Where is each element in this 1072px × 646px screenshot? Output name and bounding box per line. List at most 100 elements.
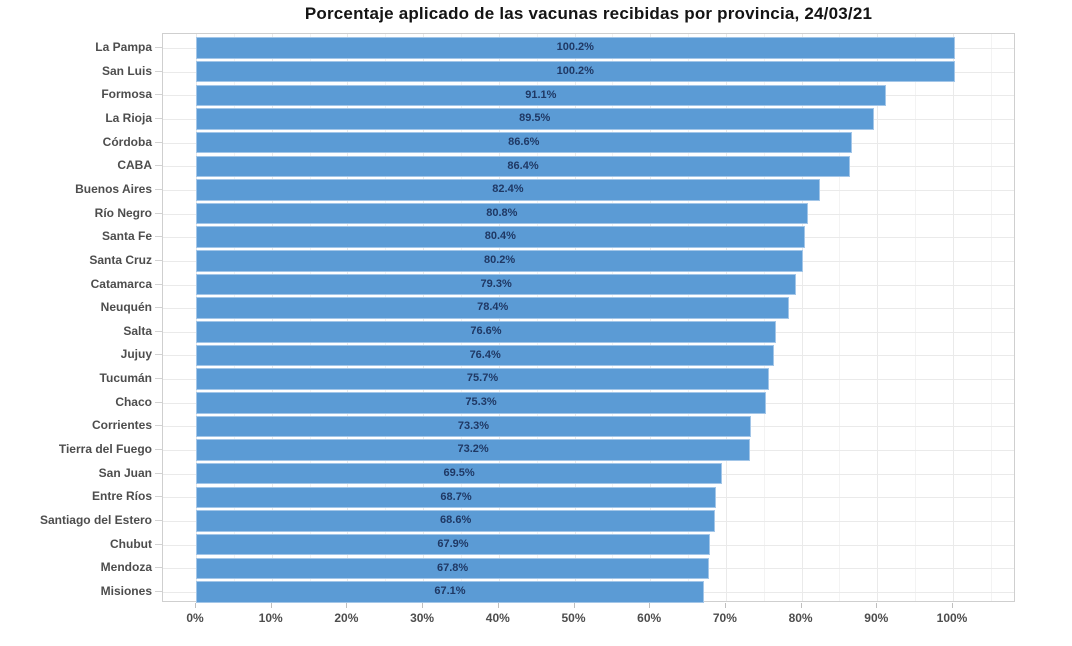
x-axis-tick <box>724 603 726 608</box>
y-axis-label: Santa Fe <box>101 229 152 244</box>
x-axis-tick-label: 20% <box>334 611 359 625</box>
bar-value-label: 76.4% <box>469 348 501 361</box>
bar-value-label: 80.2% <box>483 254 516 267</box>
y-axis-tick <box>155 47 162 48</box>
bar-value-label: 86.6% <box>508 135 540 148</box>
y-axis-tick <box>155 401 162 403</box>
gridline-vertical-major <box>953 34 954 601</box>
y-axis-label: Corrientes <box>91 418 152 433</box>
gridline-vertical-minor <box>915 34 917 601</box>
x-axis-tick <box>346 603 348 608</box>
y-axis-tick <box>155 141 162 143</box>
y-axis-label: La Rioja <box>105 110 152 125</box>
bar <box>196 131 852 154</box>
y-axis-label: Santa Cruz <box>89 252 152 267</box>
y-axis-label: Chaco <box>115 394 152 409</box>
y-axis-label: Neuquén <box>100 300 152 315</box>
y-axis-label: Río Negro <box>94 205 152 220</box>
bar <box>196 155 851 177</box>
x-axis-tick-label: 0% <box>186 611 204 625</box>
y-axis-label: Catamarca <box>90 276 152 291</box>
bar <box>196 439 751 461</box>
bar <box>196 581 704 603</box>
x-axis-tick-label: 90% <box>864 611 889 625</box>
bar <box>196 462 723 485</box>
plot-panel: 100.2% 100.2% 91.1% 89.5% 86.6% 86.4% 82.4% 80.… <box>162 33 1015 603</box>
x-axis-tick <box>573 603 575 608</box>
bar-value-label: 78.4% <box>477 301 509 314</box>
x-axis-tick <box>800 603 802 608</box>
x-axis-tick <box>422 603 424 608</box>
y-axis-label: Misiones <box>100 583 152 598</box>
gridline-vertical-minor <box>990 34 992 601</box>
bar-value-label: 86.4% <box>507 159 539 172</box>
y-axis-tick <box>155 188 162 190</box>
bar <box>196 226 805 248</box>
x-axis-tick-label: 10% <box>258 611 283 625</box>
y-axis-tick <box>155 567 162 569</box>
y-axis-tick <box>155 378 162 380</box>
x-axis-tick <box>649 603 651 608</box>
y-axis-tick <box>155 307 162 309</box>
y-axis-tick <box>155 212 162 214</box>
y-axis-label: Chubut <box>110 536 152 551</box>
x-axis-tick-label: 100% <box>936 611 968 625</box>
x-axis-tick-label: 40% <box>485 611 510 625</box>
bar <box>196 344 775 367</box>
x-axis-tick <box>952 603 953 608</box>
y-axis-label: Córdoba <box>102 134 152 149</box>
y-axis-label: San Luis <box>101 63 152 78</box>
bar-value-label: 82.4% <box>492 183 524 196</box>
y-axis-tick <box>155 259 162 261</box>
y-axis-label: CABA <box>117 158 152 173</box>
x-axis-tick-label: 80% <box>788 611 813 625</box>
y-axis-label: Salta <box>123 323 152 338</box>
bar <box>196 415 751 438</box>
bar <box>196 273 797 296</box>
y-axis-tick <box>155 330 162 332</box>
x-axis-tick-label: 30% <box>410 611 435 625</box>
y-axis-tick <box>155 94 162 96</box>
y-axis-tick <box>155 543 162 545</box>
bar <box>196 250 804 272</box>
x-axis-tick-label: 60% <box>637 611 662 625</box>
bar <box>196 510 716 532</box>
bar-value-label: 75.3% <box>465 396 497 408</box>
y-axis-label: Santiago del Estero <box>39 513 152 527</box>
bar-value-label: 69.5% <box>443 466 475 479</box>
bar <box>196 368 770 390</box>
y-axis-label: Mendoza <box>100 560 152 575</box>
y-axis-label: Entre Ríos <box>91 489 152 504</box>
y-axis-tick <box>155 354 162 356</box>
bar <box>196 392 767 414</box>
gridline-vertical-minor <box>839 34 841 601</box>
gridline-vertical-major <box>801 34 803 601</box>
x-axis-tick-label: 70% <box>712 611 737 625</box>
bar-value-label: 80.8% <box>486 206 518 219</box>
bar <box>196 533 710 556</box>
bar-value-label: 100.2% <box>556 41 594 54</box>
bar-value-label: 80.4% <box>484 230 516 243</box>
bar <box>196 321 776 343</box>
bar-value-label: 73.2% <box>457 443 489 456</box>
y-axis-label: Tucumán <box>99 371 152 386</box>
bar <box>196 37 955 59</box>
y-axis-tick <box>155 70 162 72</box>
bar-value-label: 91.1% <box>525 88 557 101</box>
x-axis-tick-label: 50% <box>561 611 586 625</box>
bar <box>196 108 874 130</box>
bar-value-label: 67.9% <box>437 537 469 550</box>
x-axis-tick <box>195 603 196 608</box>
bar <box>196 84 886 107</box>
bar <box>196 60 955 83</box>
bar-value-label: 67.8% <box>437 561 469 574</box>
bar-value-label: 67.1% <box>434 585 466 598</box>
bar <box>196 179 820 201</box>
bar-value-label: 73.3% <box>457 419 490 432</box>
y-axis-tick <box>155 236 162 238</box>
y-axis-tick <box>155 165 162 167</box>
x-axis-tick <box>270 603 272 608</box>
y-axis-tick <box>155 496 162 498</box>
bar-value-label: 75.7% <box>466 372 499 385</box>
